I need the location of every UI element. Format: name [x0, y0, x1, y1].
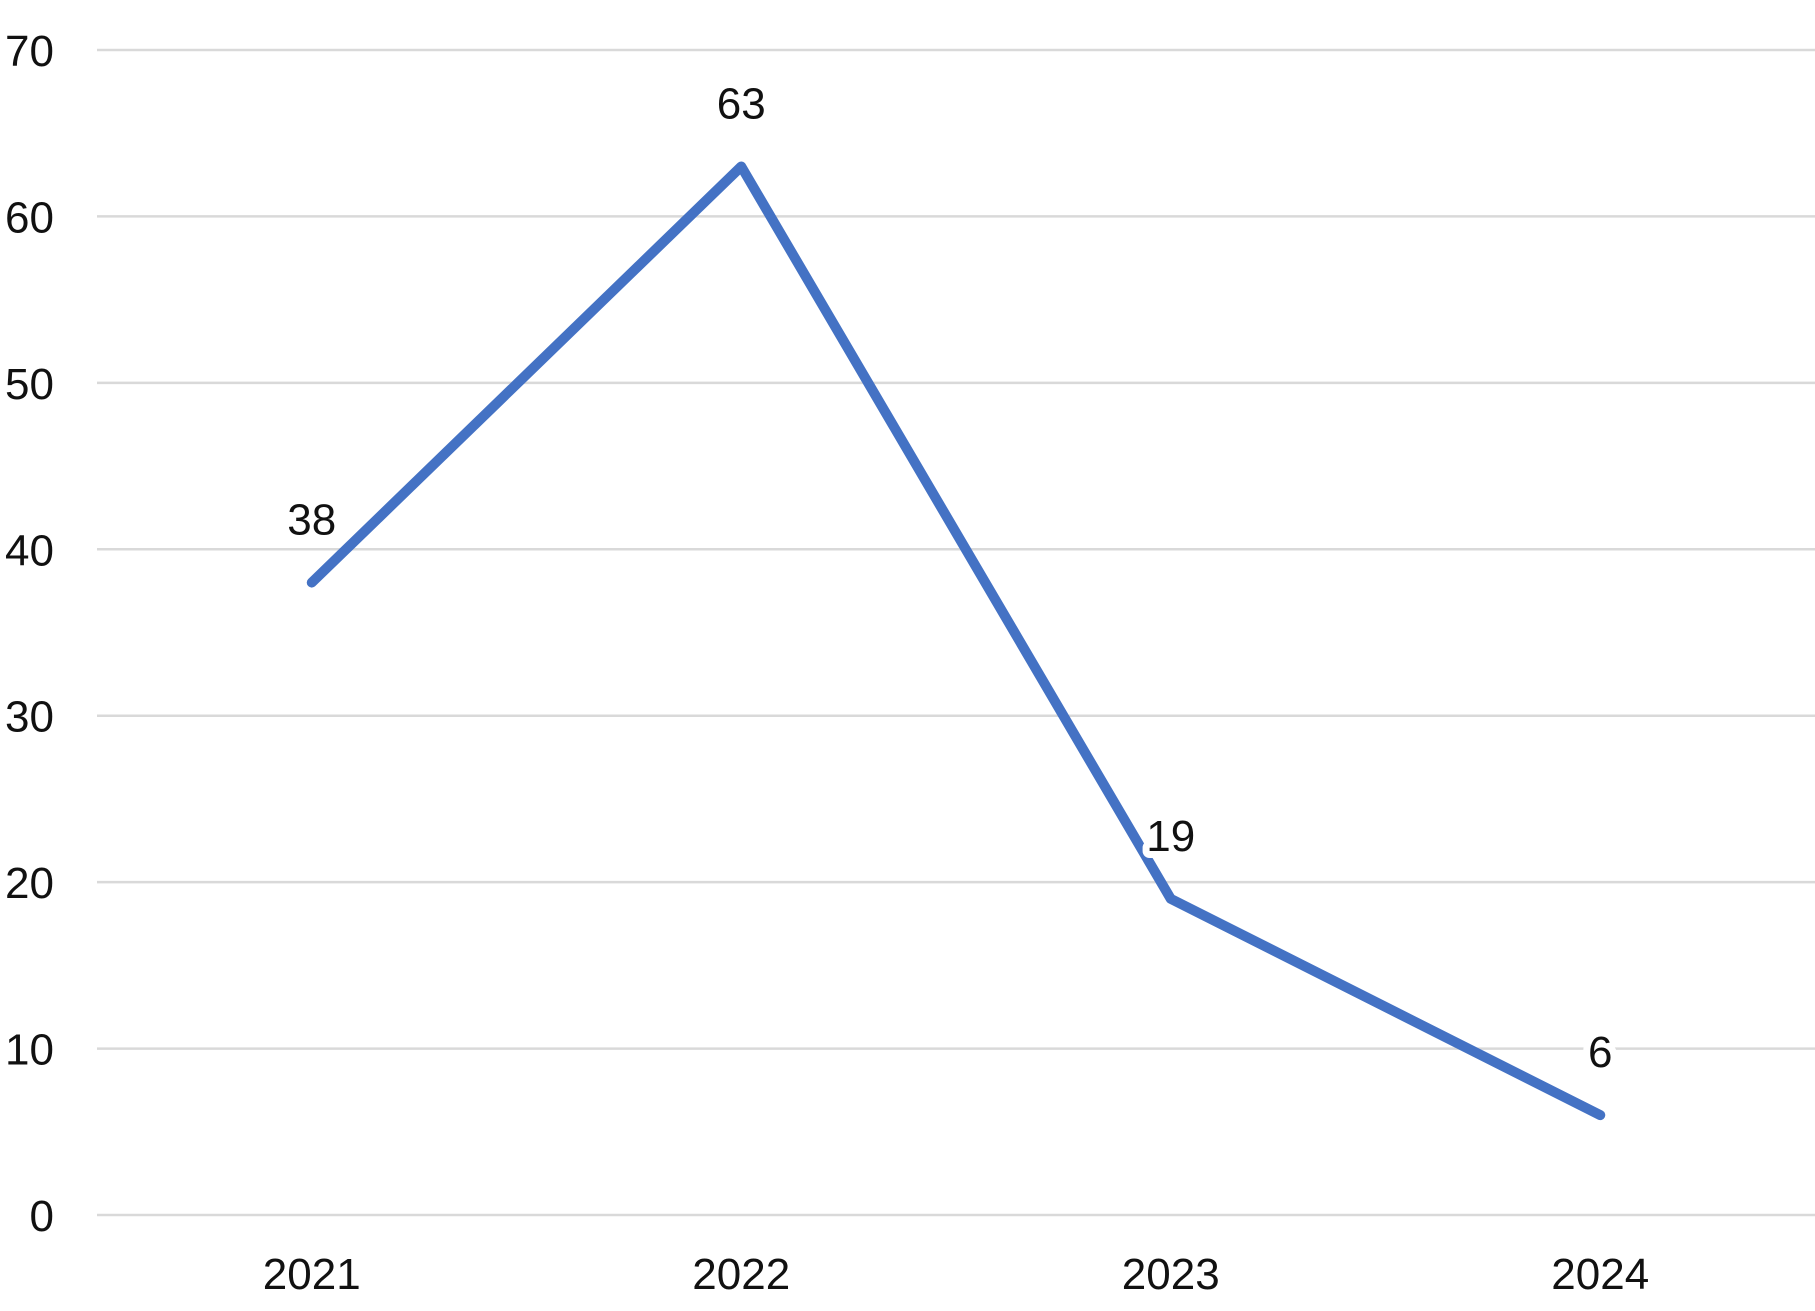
data-point-label: 6	[1588, 1028, 1612, 1077]
y-tick-label: 20	[5, 859, 54, 908]
x-tick-label: 2022	[692, 1250, 790, 1299]
y-tick-label: 50	[5, 360, 54, 409]
y-tick-label: 40	[5, 526, 54, 575]
y-tick-label: 30	[5, 693, 54, 742]
x-tick-label: 2024	[1551, 1250, 1649, 1299]
data-point-label: 19	[1146, 812, 1195, 861]
y-tick-label: 0	[30, 1192, 54, 1241]
data-point-label: 63	[717, 80, 766, 129]
x-tick-label: 2023	[1122, 1250, 1220, 1299]
y-tick-label: 60	[5, 193, 54, 242]
data-point-label: 38	[287, 496, 336, 545]
y-tick-label: 10	[5, 1026, 54, 1075]
y-tick-label: 70	[5, 27, 54, 76]
data-series-line	[306, 161, 1606, 1121]
x-tick-label: 2021	[263, 1250, 361, 1299]
